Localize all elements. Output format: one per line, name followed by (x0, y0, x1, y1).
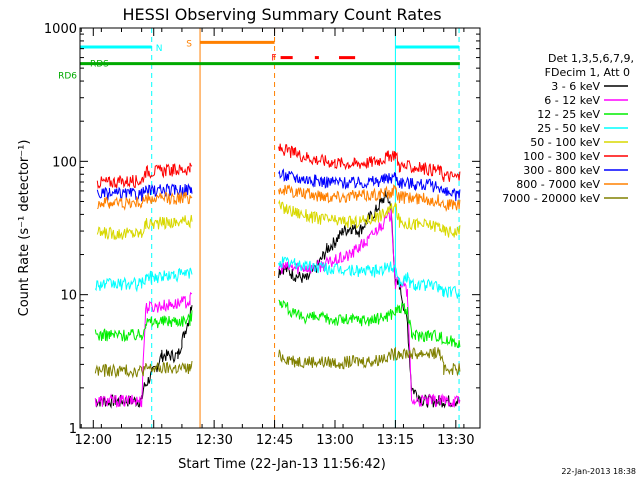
x-axis-label: Start Time (22-Jan-13 11:56:42) (178, 457, 386, 472)
series-4-segment-1 (278, 199, 461, 238)
status-label-n: N (156, 44, 163, 54)
series-8-segment-0 (94, 360, 193, 379)
legend-label-4: 50 - 100 keV (530, 136, 600, 149)
legend-title-line-2: FDecim 1, Att 0 (545, 66, 630, 79)
series-6-segment-0 (96, 182, 193, 202)
status-label-rd6: RD6 (58, 72, 77, 82)
status-label-s: S (186, 39, 192, 49)
legend-label-5: 100 - 300 keV (523, 150, 600, 163)
x-tick-label-0: 12:00 (75, 433, 112, 448)
series-3-segment-0 (94, 267, 193, 293)
x-tick-label-6: 13:30 (437, 433, 474, 448)
series-6-segment-1 (278, 168, 461, 202)
series-8-segment-1 (278, 346, 461, 377)
status-label-f: F (271, 54, 276, 64)
x-tick-label-1: 12:15 (135, 433, 172, 448)
series-4-segment-0 (96, 214, 193, 241)
y-tick-label-2: 100 (52, 155, 77, 170)
y-axis: 1 10 100 1000 (44, 22, 480, 437)
series-7-segment-0 (97, 191, 193, 211)
y-tick-label-0: 1 (69, 422, 77, 437)
x-tick-label-3: 12:45 (256, 433, 293, 448)
data-layer (80, 28, 461, 428)
y-tick-label-1: 10 (60, 289, 77, 304)
plot-area: N S F RDS RD6 (58, 27, 481, 429)
plot-frame (79, 27, 481, 429)
series-3-segment-1 (278, 256, 461, 299)
series-1-segment-1 (278, 208, 461, 408)
series-5-segment-1 (278, 143, 461, 182)
legend-label-2: 12 - 25 keV (537, 108, 600, 121)
series-2-segment-0 (94, 310, 193, 343)
legend-label-6: 300 - 800 keV (523, 164, 600, 177)
footer-date: 22-Jan-2013 18:38 (561, 467, 636, 476)
legend-title-line-1: Det 1,3,5,6,7,9, (548, 52, 634, 65)
series-1-segment-0 (94, 291, 193, 408)
legend-label-1: 6 - 12 keV (544, 94, 600, 107)
series-0-segment-1 (278, 190, 461, 409)
y-axis-label: Count Rate (s⁻¹ detector⁻¹) (17, 140, 32, 317)
legend: Det 1,3,5,6,7,9, FDecim 1, Att 0 3 - 6 k… (502, 52, 634, 205)
x-axis: 12:00 12:15 12:30 12:45 13:00 13:15 13:30 (75, 28, 475, 448)
y-tick-label-3: 1000 (44, 22, 77, 37)
status-label-rds: RDS (90, 60, 109, 70)
chart-title: HESSI Observing Summary Count Rates (122, 5, 441, 24)
x-tick-label-4: 13:00 (316, 433, 353, 448)
legend-label-3: 25 - 50 keV (537, 122, 600, 135)
series-0-segment-0 (94, 305, 193, 409)
series-5-segment-0 (96, 162, 193, 190)
series-7-segment-1 (278, 184, 461, 212)
legend-label-8: 7000 - 20000 keV (502, 192, 600, 205)
legend-label-7: 800 - 7000 keV (516, 178, 600, 191)
series-2-segment-1 (278, 299, 461, 349)
x-tick-label-5: 13:15 (377, 433, 414, 448)
x-tick-label-2: 12:30 (195, 433, 232, 448)
legend-label-0: 3 - 6 keV (551, 80, 600, 93)
